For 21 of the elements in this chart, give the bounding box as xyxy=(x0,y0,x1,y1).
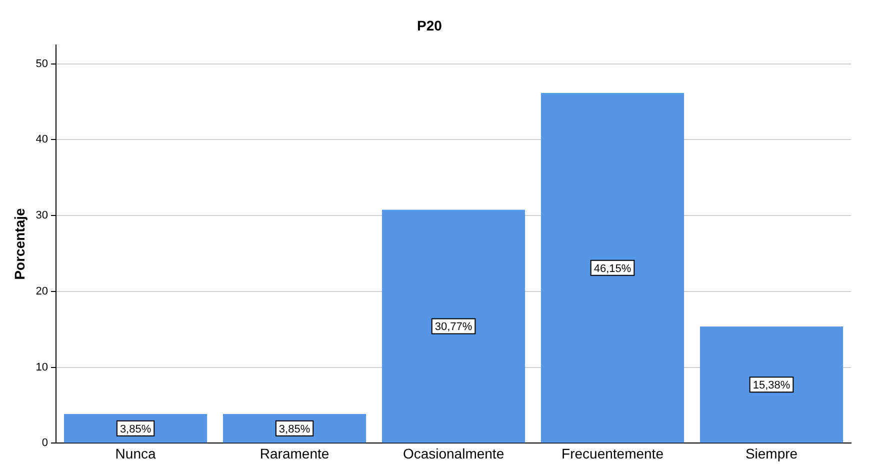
x-tick-label: Ocasionalmente xyxy=(402,445,504,462)
x-tick-label: Siempre xyxy=(745,445,798,462)
y-tick-label: 50 xyxy=(36,58,48,70)
bar xyxy=(700,326,844,443)
data-label: 30,77% xyxy=(434,321,472,334)
x-tick-label: Frecuentemente xyxy=(562,445,664,462)
x-tick-label: Raramente xyxy=(260,445,330,462)
y-tick-label: 30 xyxy=(36,210,48,222)
chart-title: P20 xyxy=(417,17,442,34)
x-tick-label: Nunca xyxy=(115,445,156,462)
bar xyxy=(382,210,526,443)
data-label: 3,85% xyxy=(120,423,152,436)
y-axis-title: Porcentaje xyxy=(11,208,28,280)
y-tick-label: 0 xyxy=(42,437,48,450)
bar xyxy=(540,92,684,443)
data-label: 3,85% xyxy=(278,423,310,436)
y-tick-label: 40 xyxy=(36,134,48,146)
y-tick-label: 10 xyxy=(36,361,48,374)
data-label: 46,15% xyxy=(594,262,632,275)
y-tick-label: 20 xyxy=(36,285,48,298)
data-label: 15,38% xyxy=(752,380,790,392)
